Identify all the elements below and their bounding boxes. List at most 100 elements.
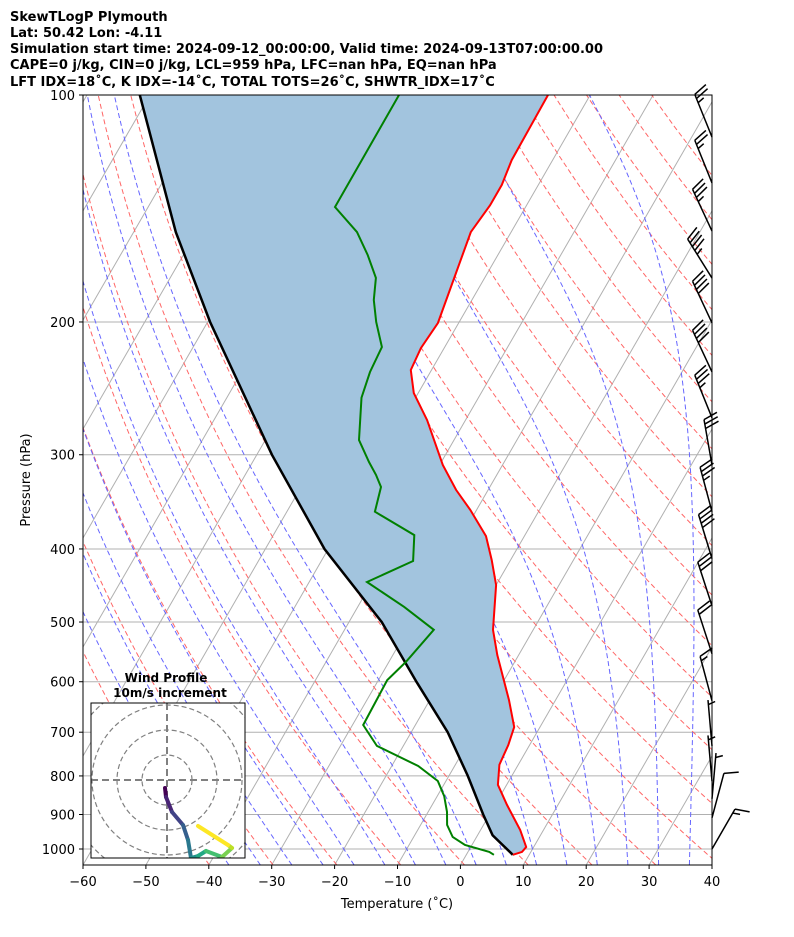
moist-adiabat-line xyxy=(86,95,447,865)
barb-full xyxy=(694,238,705,251)
moist-adiabat-line xyxy=(83,357,355,865)
moist-adiabat-line xyxy=(361,95,629,865)
y-tick-label: 200 xyxy=(50,316,75,331)
dry-adiabat-line xyxy=(618,95,712,221)
isotherm-line xyxy=(334,209,712,865)
barb-half xyxy=(696,248,703,255)
barb-full xyxy=(695,186,708,199)
y-tick-label: 900 xyxy=(50,808,75,823)
hodograph-segment xyxy=(186,838,193,858)
barb-full xyxy=(698,556,712,568)
barb-full xyxy=(699,647,713,657)
barb-full xyxy=(700,561,713,572)
inset-title: Wind Profile xyxy=(125,671,208,685)
profile-lines xyxy=(138,95,549,856)
barb-full xyxy=(693,274,706,286)
x-tick-label: −40 xyxy=(195,875,222,890)
y-tick-label: 800 xyxy=(50,770,75,785)
moist-adiabat-line xyxy=(83,491,293,865)
barb-staff xyxy=(691,280,713,324)
wind-barb xyxy=(711,808,750,850)
barb-full xyxy=(697,552,711,563)
barb-full xyxy=(687,226,698,240)
barb-half xyxy=(700,655,708,662)
x-tick-label: 10 xyxy=(515,875,532,890)
wind-barb xyxy=(707,735,716,782)
y-tick-label: 1000 xyxy=(42,843,75,858)
inset-frame xyxy=(90,702,246,859)
x-tick-label: −60 xyxy=(69,875,96,890)
barb-full xyxy=(697,373,710,385)
barb-half xyxy=(697,97,705,104)
barb-full xyxy=(701,466,716,477)
hodograph-segment xyxy=(181,823,190,842)
barb-full xyxy=(689,230,700,244)
moist-adiabat-line xyxy=(286,95,598,865)
parcel-profile-line xyxy=(138,95,514,856)
barb-full xyxy=(704,416,719,425)
barb-full xyxy=(695,327,708,339)
barb-full xyxy=(699,509,713,520)
moist-adiabat-line xyxy=(83,427,324,865)
wind-barb xyxy=(699,647,713,702)
temperature-line xyxy=(409,95,549,856)
isotherm-line xyxy=(459,427,712,865)
moist-adiabat-line xyxy=(113,95,477,865)
barb-full xyxy=(692,270,704,282)
wind-barb xyxy=(694,364,713,419)
dry-adiabat-line xyxy=(390,95,712,547)
wind-barb xyxy=(711,771,739,818)
wind-barb xyxy=(686,226,713,279)
barb-full xyxy=(700,462,714,473)
barb-full xyxy=(694,129,707,141)
barb-staff xyxy=(711,808,736,850)
moist-adiabat-line xyxy=(589,95,695,865)
barb-full xyxy=(705,420,719,430)
barb-full xyxy=(695,278,708,290)
x-tick-label: 20 xyxy=(578,875,595,890)
barb-staff xyxy=(691,189,713,232)
barb-full xyxy=(702,518,715,529)
barb-full xyxy=(697,331,710,344)
isotherm-line xyxy=(83,95,214,321)
isotherm-line xyxy=(711,863,712,865)
barb-full xyxy=(693,182,706,194)
y-axis-label: Pressure (hPa) xyxy=(19,433,34,526)
barb-full xyxy=(694,83,707,95)
wind-barb xyxy=(703,411,719,466)
dry-adiabat-line xyxy=(83,426,338,865)
y-tick-label: 500 xyxy=(50,616,75,631)
barb-half xyxy=(732,812,741,816)
cin-fill-area xyxy=(139,95,549,855)
dry-adiabat-line xyxy=(520,95,712,357)
barb-half xyxy=(708,736,716,741)
wind-barb xyxy=(691,319,713,373)
wind-barb xyxy=(697,505,715,559)
x-tick-label: −50 xyxy=(132,875,159,890)
hodograph-segment xyxy=(170,810,185,827)
barb-full xyxy=(700,513,714,524)
dry-adiabat-line xyxy=(455,95,712,450)
wind-barb xyxy=(691,270,713,324)
dry-adiabat-line xyxy=(586,95,712,266)
barb-full xyxy=(693,323,706,335)
hodograph-segment xyxy=(164,795,174,814)
title-line-cape: CAPE=0 j/kg, CIN=0 j/kg, LCL=959 hPa, LF… xyxy=(10,58,497,73)
wind-barb xyxy=(694,129,713,184)
wind-barb xyxy=(697,600,713,655)
barb-full xyxy=(694,364,707,376)
isotherm-line xyxy=(83,95,88,103)
x-tick-label: −30 xyxy=(258,875,285,890)
barb-staff xyxy=(697,514,713,559)
wind-barbs xyxy=(686,83,750,850)
barb-staff xyxy=(686,238,713,279)
isotherm-line xyxy=(585,645,712,865)
y-tick-label: 700 xyxy=(50,726,75,741)
x-tick-label: 0 xyxy=(456,875,464,890)
title-line-indices: LFT IDX=18˚C, K IDX=-14˚C, TOTAL TOTS=26… xyxy=(10,74,495,90)
inset-subtitle: 10m/s increment xyxy=(113,686,227,700)
wind-barb xyxy=(697,552,713,607)
barb-staff xyxy=(711,752,717,799)
isotherm-line xyxy=(648,754,712,865)
